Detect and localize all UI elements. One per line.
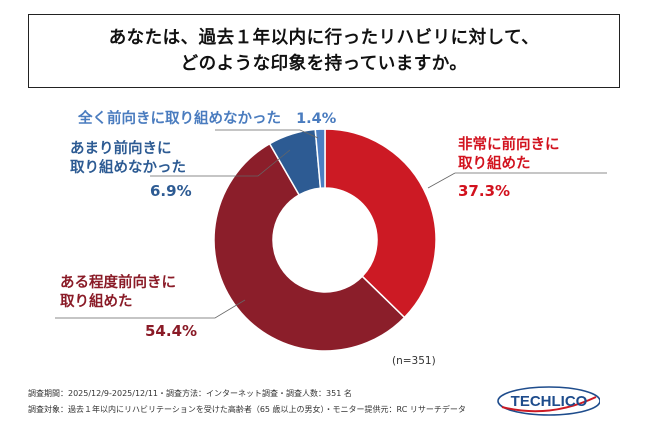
pct-slice-1: 37.3%: [458, 182, 511, 200]
donut-slice-1: [324, 128, 437, 319]
pct-slice-4: 1.4%: [296, 111, 337, 127]
logo-text: TECHLICO: [511, 393, 588, 410]
title-box: あなたは、過去１年以内に行ったリハビリに対して、 どのような印象を持っていますか…: [28, 14, 620, 88]
pct-slice-2: 54.4%: [145, 322, 198, 340]
label-slice-1-line-2: 取り組めた: [458, 156, 531, 172]
pct-slice-3: 6.9%: [150, 182, 192, 200]
techlico-logo: TECHLICO: [497, 386, 600, 416]
label-slice-3: あまり前向きに 取り組めなかった: [70, 140, 186, 178]
label-slice-1: 非常に前向きに 取り組めた: [458, 136, 560, 174]
label-slice-2: ある程度前向きに 取り組めた: [60, 274, 176, 312]
logo-ring: [497, 386, 600, 416]
leader-line-slice-3: [150, 149, 291, 177]
sample-size-note: (n=351): [392, 355, 436, 367]
label-slice-2-line-1: ある程度前向きに: [60, 275, 176, 291]
footer-line-1: 調査期間：2025/12/9-2025/12/11・調査方法：インターネット調査…: [28, 389, 352, 398]
label-slice-1-line-1: 非常に前向きに: [458, 137, 560, 153]
leader-line-slice-4: [215, 129, 319, 139]
label-slice-4: 全く前向きに取り組めなかった 1.4%: [78, 110, 336, 129]
leader-line-slice-1: [427, 172, 456, 189]
footer-line-2: 調査対象：過去１年以内にリハビリテーションを受けた高齢者（65 歳以上の男女）・…: [28, 405, 466, 414]
label-slice-2-line-2: 取り組めた: [60, 294, 133, 310]
title-line-1: あなたは、過去１年以内に行ったリハビリに対して、: [108, 28, 540, 48]
label-slice-4-line-1: 全く前向きに取り組めなかった: [78, 111, 281, 127]
donut-slice-2: [213, 142, 406, 352]
label-slice-3-line-2: 取り組めなかった: [70, 160, 186, 176]
logo-swoosh: [501, 396, 597, 413]
leader-line-slice-2: [55, 299, 246, 319]
label-slice-3-line-1: あまり前向きに: [70, 141, 172, 157]
donut-slice-4: [314, 128, 326, 190]
title-line-2: どのような印象を持っていますか。: [180, 54, 468, 74]
